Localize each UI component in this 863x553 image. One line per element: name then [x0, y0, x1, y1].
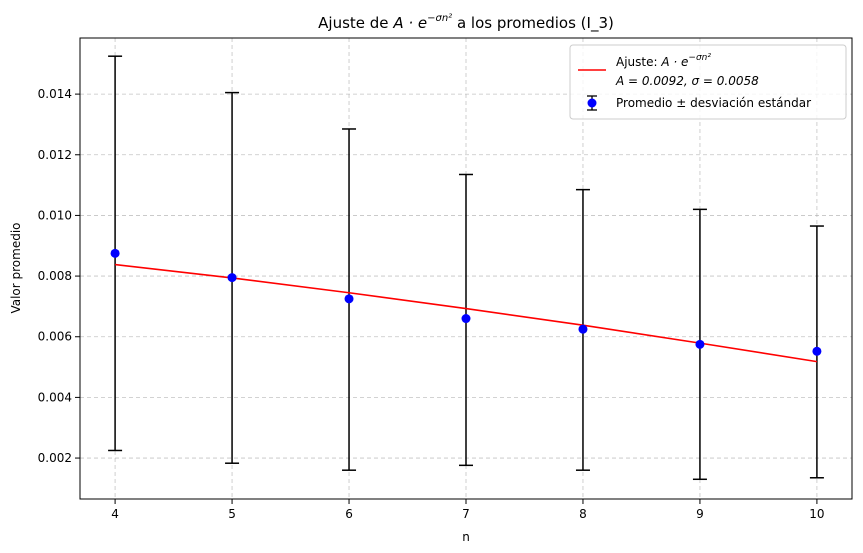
x-tick-label: 4	[111, 507, 119, 521]
data-point	[461, 314, 471, 324]
x-tick-label: 5	[228, 507, 236, 521]
errorbars	[108, 55, 824, 481]
data-point	[110, 248, 120, 258]
legend-fit-label: Ajuste: A · e−σn²	[616, 53, 711, 69]
y-tick-label: 0.014	[38, 87, 72, 101]
legend-errorbar-label: Promedio ± desviación estándar	[616, 96, 811, 110]
y-axis-label: Valor promedio	[9, 222, 23, 313]
data-point	[812, 346, 822, 356]
legend: Ajuste: A · e−σn² A = 0.0092, σ = 0.0058…	[569, 44, 847, 120]
data-point	[344, 294, 354, 304]
x-tick-label: 8	[579, 507, 587, 521]
x-axis-label: n	[462, 530, 470, 544]
y-tick-label: 0.004	[38, 390, 72, 404]
y-tick-label: 0.006	[38, 330, 72, 344]
y-tick-label: 0.002	[38, 451, 72, 465]
y-tick-label: 0.012	[38, 148, 72, 162]
chart-title: Ajuste de A · e−σn² a los promedios (I_3…	[318, 13, 614, 33]
data-point	[578, 324, 588, 334]
legend-fit-params: A = 0.0092, σ = 0.0058	[615, 74, 759, 88]
y-tick-label: 0.010	[38, 208, 72, 222]
ticks: 4 5 6 7 8 9 10 0.002 0.004 0.006 0.008 0.010 0.012 0.…	[38, 87, 825, 521]
y-tick-label: 0.008	[38, 269, 72, 283]
x-tick-label: 6	[345, 507, 353, 521]
data-point	[695, 339, 705, 349]
legend-box	[569, 44, 847, 120]
x-tick-label: 7	[462, 507, 470, 521]
data-points	[110, 248, 822, 356]
legend-point-swatch	[587, 98, 597, 108]
x-tick-label: 10	[809, 507, 824, 521]
x-tick-label: 9	[696, 507, 704, 521]
data-point	[227, 273, 237, 283]
